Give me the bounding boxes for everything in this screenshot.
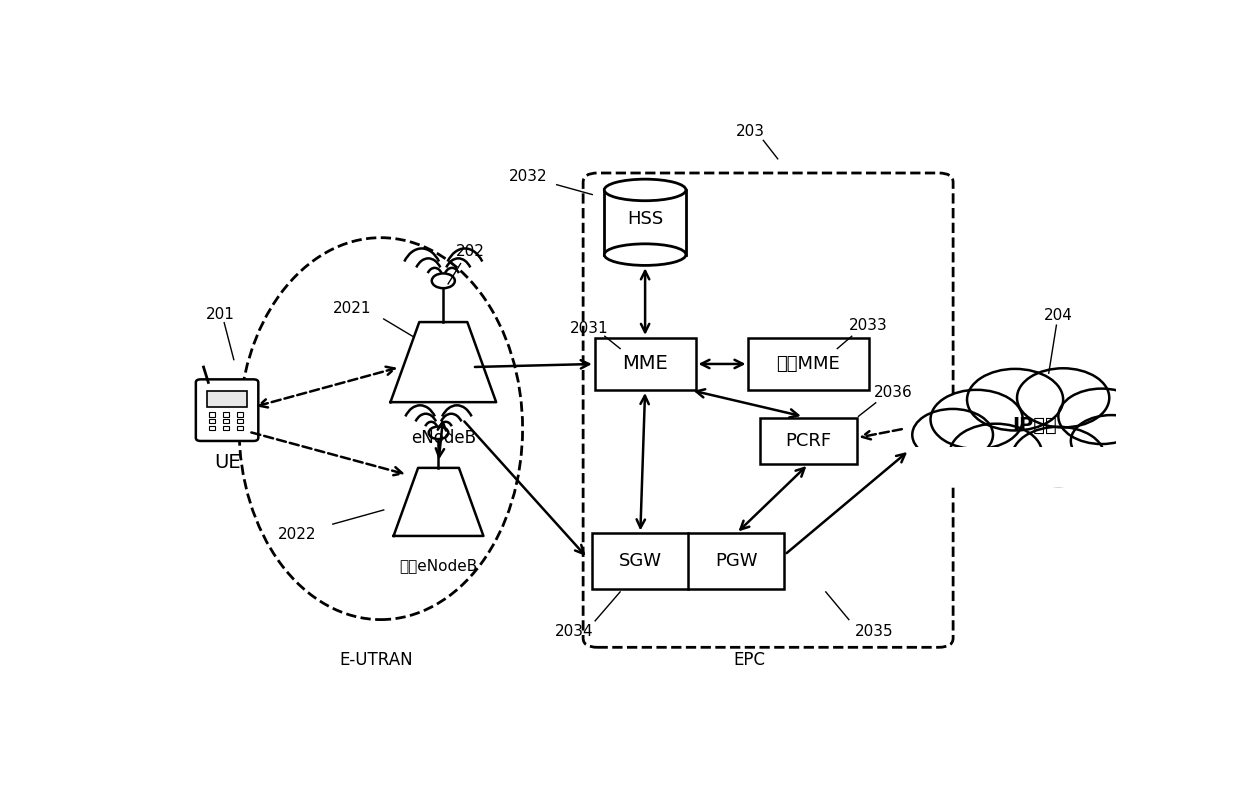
Text: eNodeB: eNodeB <box>410 429 476 446</box>
Text: 204: 204 <box>1044 309 1073 323</box>
Bar <box>237 412 243 417</box>
Text: 202: 202 <box>456 244 485 258</box>
Ellipse shape <box>604 179 686 201</box>
Text: UE: UE <box>213 454 241 472</box>
Circle shape <box>1017 368 1110 427</box>
Polygon shape <box>391 322 496 402</box>
Text: IP业务: IP业务 <box>1012 416 1056 435</box>
Bar <box>909 447 1149 487</box>
Circle shape <box>1012 426 1105 486</box>
Text: 2034: 2034 <box>554 625 593 639</box>
Bar <box>237 426 243 430</box>
Text: 其它eNodeB: 其它eNodeB <box>399 558 477 573</box>
Text: 2032: 2032 <box>508 169 547 183</box>
Text: PGW: PGW <box>715 552 758 570</box>
Text: SGW: SGW <box>619 552 662 570</box>
Circle shape <box>950 424 1042 483</box>
Circle shape <box>432 274 455 288</box>
Text: EPC: EPC <box>733 650 765 669</box>
Bar <box>223 412 229 417</box>
Bar <box>760 418 857 464</box>
Text: E-UTRAN: E-UTRAN <box>340 650 413 669</box>
Text: 其它MME: 其它MME <box>776 355 841 373</box>
Ellipse shape <box>604 244 686 266</box>
Bar <box>210 412 216 417</box>
Bar <box>210 426 216 430</box>
Circle shape <box>967 382 1101 469</box>
Text: 2022: 2022 <box>278 527 316 542</box>
Text: 2033: 2033 <box>848 318 888 334</box>
Circle shape <box>930 390 1023 449</box>
Bar <box>593 534 785 589</box>
Text: 2021: 2021 <box>332 301 371 316</box>
Bar <box>210 419 216 423</box>
Text: MME: MME <box>622 354 668 374</box>
Circle shape <box>429 426 449 439</box>
Text: 203: 203 <box>737 124 765 139</box>
Ellipse shape <box>604 244 686 266</box>
Bar <box>237 419 243 423</box>
Text: PCRF: PCRF <box>785 432 832 450</box>
Text: 2031: 2031 <box>570 322 609 336</box>
Bar <box>595 338 696 390</box>
Bar <box>604 190 686 254</box>
Bar <box>749 338 868 390</box>
Text: 2035: 2035 <box>854 625 893 639</box>
Polygon shape <box>393 468 484 536</box>
Text: 2036: 2036 <box>874 386 913 401</box>
Text: 201: 201 <box>206 307 234 322</box>
Text: HSS: HSS <box>627 210 663 228</box>
Circle shape <box>967 369 1063 430</box>
Bar <box>207 390 247 407</box>
FancyBboxPatch shape <box>196 379 258 441</box>
Ellipse shape <box>239 238 522 619</box>
Circle shape <box>1059 389 1145 444</box>
Bar <box>223 426 229 430</box>
Circle shape <box>1071 415 1152 467</box>
FancyBboxPatch shape <box>583 173 954 647</box>
Bar <box>223 419 229 423</box>
Circle shape <box>913 409 993 461</box>
